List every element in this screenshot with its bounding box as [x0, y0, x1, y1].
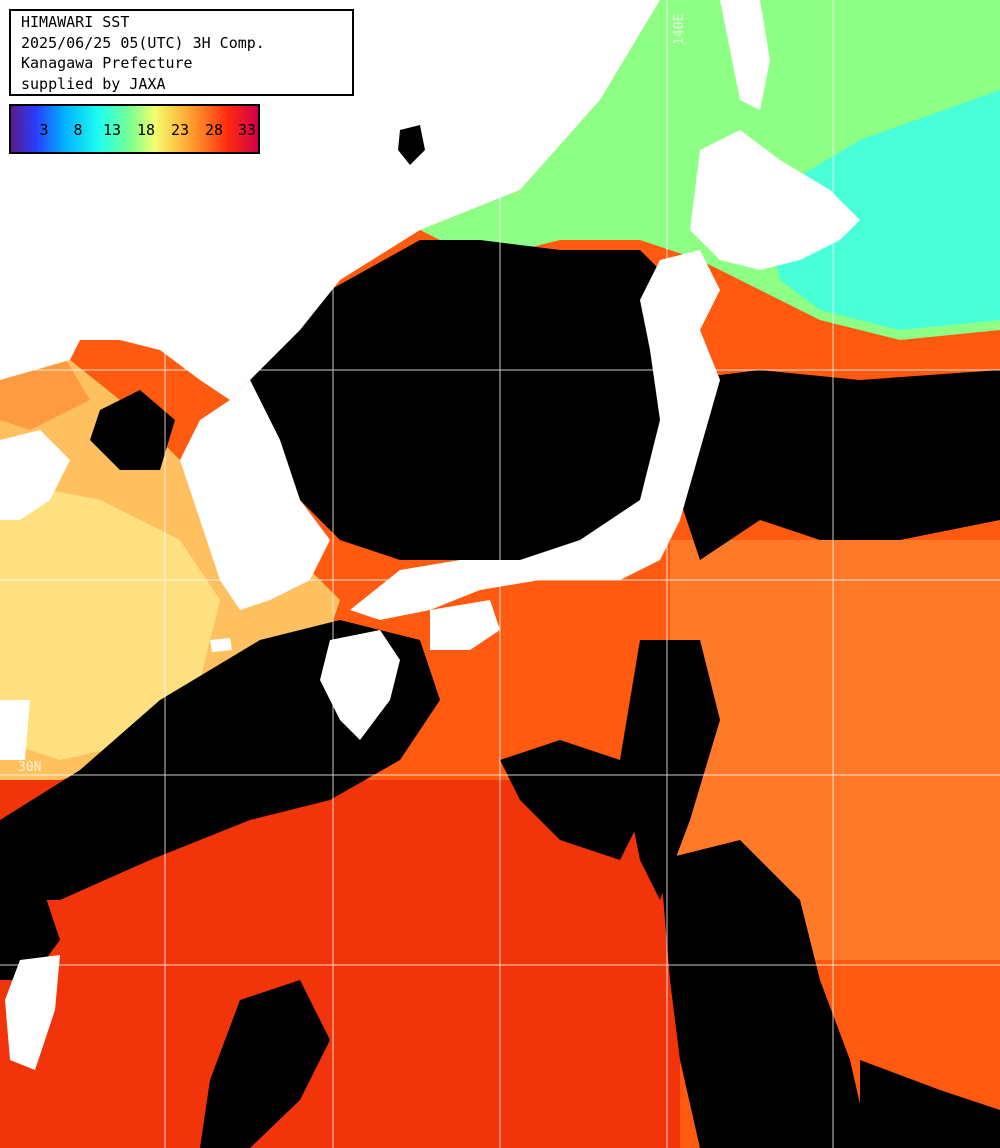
land-shandong	[0, 430, 70, 520]
cloud-pacific-3	[660, 840, 870, 1148]
legend-tick: 28	[204, 121, 224, 139]
land-shikoku	[430, 600, 500, 650]
land-taiwan	[5, 955, 60, 1070]
cloud-taiwan-strait	[0, 880, 60, 980]
map-timestamp: 2025/06/25 05(UTC) 3H Comp.	[21, 33, 265, 52]
island-dark	[398, 125, 425, 165]
legend-tick: 3	[39, 121, 49, 139]
land-china-coast	[0, 700, 30, 760]
grid-label-40n: 40N	[18, 352, 42, 367]
cloud-korea-west	[90, 390, 175, 470]
land-kyushu	[320, 630, 400, 740]
map-source: supplied by JAXA	[21, 74, 166, 93]
land-hokkaido	[690, 130, 860, 270]
legend-tick: 13	[102, 121, 122, 139]
cloud-pacific-south-east	[860, 1060, 1000, 1148]
cloud-sea-of-japan	[250, 240, 680, 580]
map-info-box: HIMAWARI SST 2025/06/25 05(UTC) 3H Comp.…	[9, 9, 354, 96]
cloud-pacific-north	[680, 370, 1000, 560]
cloud-pacific-1	[500, 740, 640, 860]
ocean-cold-area	[760, 90, 1000, 330]
legend-tick: 23	[170, 121, 190, 139]
legend-tick: 33	[237, 121, 257, 139]
legend-tick: 18	[136, 121, 156, 139]
land-honshu	[350, 250, 720, 620]
legend-tick: 8	[73, 121, 83, 139]
land-jeju	[210, 638, 232, 652]
grid-label-30n: 30N	[18, 760, 42, 775]
cloud-philippine-sea	[200, 980, 330, 1148]
grid-label-140e: 140E	[672, 13, 687, 45]
map-region: Kanagawa Prefecture	[21, 54, 193, 72]
cloud-pacific-2	[620, 640, 720, 900]
color-scale-legend: 3 8 13 18 23 28 33	[9, 104, 260, 154]
land-sakhalin	[720, 0, 770, 110]
land-korea	[180, 380, 330, 610]
map-title: HIMAWARI SST	[21, 13, 130, 31]
